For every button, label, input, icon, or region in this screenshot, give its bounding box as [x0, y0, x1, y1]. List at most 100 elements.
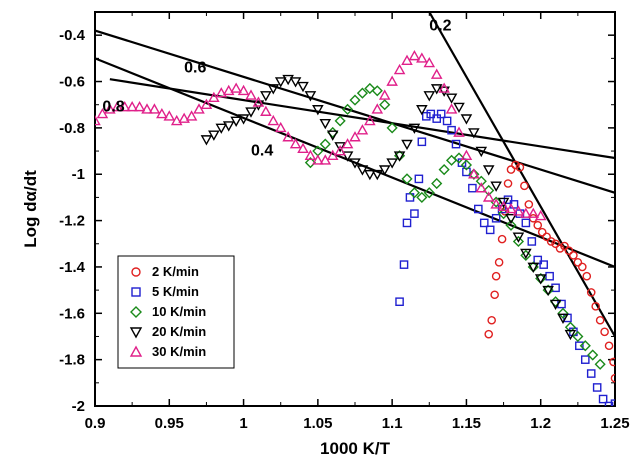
data-point-triangle-down	[208, 130, 220, 141]
data-point-triangle-down	[282, 74, 294, 86]
data-point-triangle-down	[401, 139, 413, 151]
data-point-triangle-up	[215, 87, 228, 98]
data-point-square	[399, 260, 409, 269]
data-point-diamond	[579, 340, 591, 352]
data-point-circle	[610, 373, 615, 383]
data-point-triangle-down	[378, 165, 391, 176]
data-point-circle	[578, 262, 587, 272]
data-point-triangle-up	[371, 103, 384, 114]
data-point-diamond	[505, 219, 517, 231]
data-point-diamond	[594, 358, 606, 370]
data-point-circle	[491, 271, 501, 281]
data-point-triangle-down	[557, 313, 569, 324]
data-point-triangle-up	[252, 96, 265, 107]
legend-markers	[129, 267, 143, 357]
data-point-triangle-up	[334, 145, 346, 156]
data-point-square	[604, 401, 614, 406]
legend-label-30k: 30 K/min	[152, 344, 206, 359]
data-point-diamond	[386, 122, 398, 134]
data-point-square	[410, 209, 419, 218]
data-point-diamond	[587, 349, 599, 361]
data-point-diamond	[401, 173, 413, 185]
data-point-square	[598, 394, 608, 404]
data-point-triangle-up	[349, 131, 361, 142]
iso-line-0-2	[428, 12, 615, 338]
data-point-triangle-down	[482, 165, 495, 176]
data-point-triangle-down	[542, 285, 554, 297]
data-point-triangle-up	[534, 209, 547, 221]
data-point-square	[610, 399, 615, 406]
y-tick-label: -2	[72, 398, 85, 415]
data-point-circle	[560, 241, 569, 251]
data-point-triangle-up	[378, 89, 391, 100]
data-point-triangle-down	[490, 181, 502, 192]
data-point-triangle-down	[505, 213, 517, 225]
data-point-triangle-down	[326, 130, 339, 141]
data-point-square	[592, 383, 602, 392]
data-point-triangle-down	[364, 169, 376, 181]
iso-label: 0.4	[251, 143, 273, 160]
data-point-diamond	[334, 115, 346, 127]
data-point-triangle-up	[156, 107, 168, 119]
data-point-triangle-down	[230, 116, 242, 127]
data-point-square	[491, 213, 501, 223]
data-point-triangle-down	[527, 262, 540, 273]
data-point-square	[527, 237, 537, 246]
legend-label-10k: 10 K/min	[152, 304, 206, 319]
data-point-square	[426, 109, 436, 119]
data-point-diamond	[416, 191, 428, 204]
data-point-triangle-down	[267, 84, 280, 95]
data-point-circle	[604, 341, 614, 351]
data-point-diamond	[304, 157, 317, 169]
y-tick-label: -0.6	[59, 74, 85, 91]
data-point-diamond	[341, 103, 354, 115]
data-point-diamond	[572, 330, 584, 343]
data-point-circle	[497, 234, 507, 244]
iso-label: 0.8	[102, 99, 124, 116]
data-point-triangle-down	[549, 299, 562, 311]
data-point-circle	[484, 329, 494, 339]
data-point-triangle-down	[260, 91, 272, 102]
data-point-diamond	[475, 175, 487, 187]
data-point-diamond	[460, 159, 473, 171]
data-point-triangle-up	[341, 138, 354, 149]
data-point-triangle-down	[341, 151, 354, 162]
data-point-triangle-up	[468, 168, 480, 179]
data-point-circle	[511, 160, 520, 170]
legend-marker	[130, 306, 142, 318]
y-tick-label: -1.6	[59, 305, 85, 322]
data-point-diamond	[319, 138, 331, 150]
data-point-triangle-up	[200, 98, 213, 110]
data-point-triangle-down	[393, 151, 406, 162]
data-point-circle	[506, 165, 516, 174]
y-tick-label: -1.2	[59, 213, 85, 230]
data-point-triangle-down	[386, 158, 398, 169]
data-point-triangle-down	[297, 81, 309, 93]
iso-line-0-8	[109, 78, 615, 160]
x-tick-label: 1.05	[303, 415, 332, 432]
iso-label: 0.6	[184, 59, 206, 76]
data-point-diamond	[453, 152, 465, 164]
data-point-triangle-up	[408, 50, 421, 61]
data-point-square	[485, 225, 495, 235]
data-point-triangle-down	[215, 123, 228, 134]
x-axis-label: 1000 K/T	[320, 439, 391, 458]
data-point-triangle-up	[416, 52, 428, 63]
data-point-triangle-down	[453, 102, 465, 114]
data-point-triangle-up	[364, 114, 376, 126]
data-point-circle	[551, 239, 560, 249]
x-tick-label: 1	[239, 415, 247, 432]
legend-label-2k: 2 K/min	[152, 264, 199, 279]
data-point-diamond	[364, 82, 376, 95]
data-point-triangle-down	[237, 114, 250, 125]
data-point-triangle-up	[133, 100, 146, 112]
data-point-circle	[515, 162, 525, 172]
data-point-triangle-up	[460, 149, 473, 160]
data-point-triangle-down	[475, 146, 488, 158]
data-point-diamond	[349, 94, 361, 106]
data-point-triangle-up	[453, 126, 465, 137]
legend-marker	[131, 267, 141, 277]
legend: 2 K/min 5 K/min 10 K/min 20 K/min 30 K/m…	[117, 255, 235, 369]
y-tick-label: -1	[72, 166, 85, 183]
